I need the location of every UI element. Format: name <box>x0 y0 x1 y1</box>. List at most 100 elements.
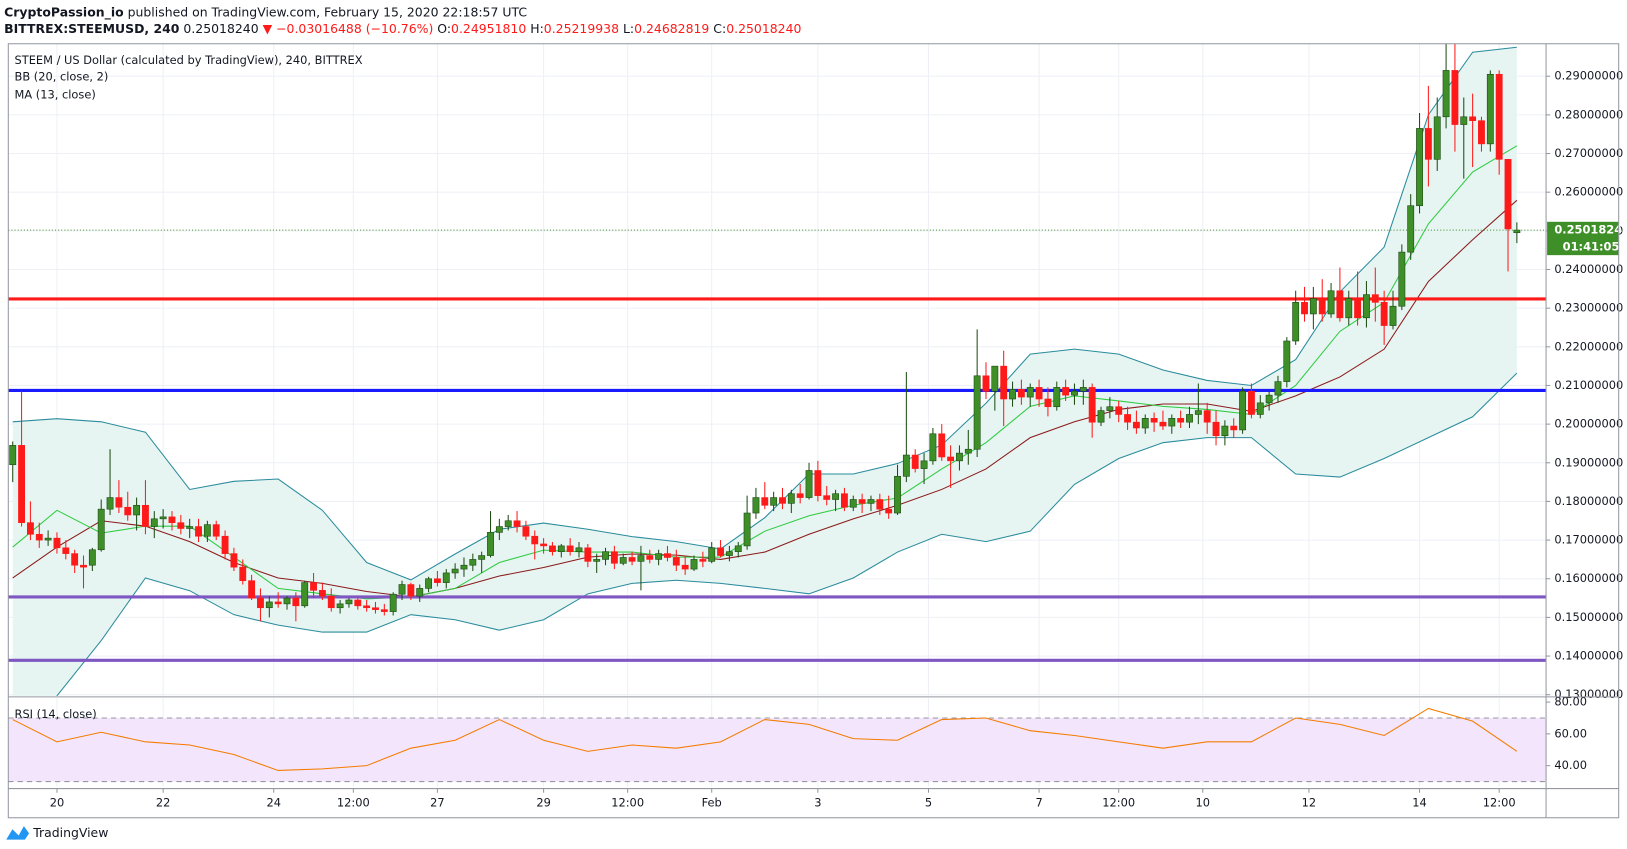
candle-body <box>566 545 574 552</box>
logo-icon <box>6 826 30 840</box>
candle-body <box>318 590 326 597</box>
candle-body <box>1177 418 1185 423</box>
rsi-line <box>12 707 1518 771</box>
candle-body <box>734 545 742 552</box>
candle-body <box>1150 418 1158 423</box>
x-tick-label: Feb <box>702 796 722 810</box>
candle-body <box>947 456 955 462</box>
change: ▼ −0.03016488 (−10.76%) <box>263 21 434 36</box>
y-tick-label: 0.28000000 <box>1554 107 1623 121</box>
chart-title: STEEM / US Dollar (calculated by Trading… <box>15 53 363 67</box>
candle-body <box>1186 414 1193 423</box>
candle-body <box>1460 116 1468 125</box>
candle-body <box>1194 410 1202 415</box>
candle-body <box>610 551 618 564</box>
author[interactable]: CryptoPassion_io <box>4 4 124 20</box>
candle-body <box>44 537 52 541</box>
x-tick-label: 24 <box>266 796 281 810</box>
candle-body <box>1115 406 1123 415</box>
candle-body <box>540 543 548 547</box>
candle-body <box>1451 70 1459 125</box>
candle-body <box>115 497 123 508</box>
candle-body <box>1009 389 1016 400</box>
candle-body <box>1044 398 1052 408</box>
candle-body <box>964 448 972 454</box>
y-tick-label: 0.17000000 <box>1554 533 1623 547</box>
candle-body <box>71 553 79 566</box>
y-tick-label: 0.18000000 <box>1554 494 1623 508</box>
candle-body <box>814 470 822 496</box>
logo[interactable]: TradingView <box>6 825 108 840</box>
candle-body <box>1079 387 1087 392</box>
candle-body <box>1000 365 1008 400</box>
y-tick-label: 0.14000000 <box>1554 649 1623 663</box>
candle-body <box>1106 406 1114 411</box>
candle-body <box>894 475 901 514</box>
o-value: 0.24951810 <box>451 21 526 36</box>
candle-body <box>372 607 379 610</box>
x-tick-label: 29 <box>536 796 551 810</box>
candle-body <box>265 601 273 609</box>
last: 0.25018240 <box>183 21 258 36</box>
rsi-y-tick-label: 60.00 <box>1554 726 1587 740</box>
candle-body <box>159 516 167 520</box>
l-value: 0.24682819 <box>634 21 709 36</box>
candle-body <box>557 545 565 552</box>
countdown: 01:41:05 <box>1563 239 1620 253</box>
x-tick-label: 27 <box>430 796 445 810</box>
header-line-1: CryptoPassion_io published on TradingVie… <box>4 4 527 20</box>
y-tick-label: 0.23000000 <box>1554 301 1623 315</box>
candle-body <box>805 470 813 498</box>
published: published on TradingView.com, February 1… <box>128 4 528 19</box>
candle-body <box>469 559 477 566</box>
header-line-2: BITTREX:STEEMUSD, 240 0.25018240 ▼ −0.03… <box>4 21 801 36</box>
candle-body <box>18 445 25 524</box>
candle-body <box>708 547 716 562</box>
candle-body <box>956 452 963 462</box>
candle-body <box>929 433 937 462</box>
y-tick-label: 0.15000000 <box>1554 610 1623 624</box>
candle-body <box>973 375 981 450</box>
bb-fill <box>12 47 1517 696</box>
candle-body <box>239 566 247 581</box>
o-label: O: <box>437 21 451 36</box>
candle-body <box>398 584 406 595</box>
candle-body <box>761 497 769 506</box>
candle-body <box>504 520 512 527</box>
x-tick-label: 7 <box>1035 796 1042 810</box>
candle-body <box>1318 298 1326 315</box>
candle-body <box>407 584 415 597</box>
candle-body <box>203 524 211 537</box>
candle-body <box>53 537 61 549</box>
legend-ma: MA (13, close) <box>15 87 96 101</box>
candle-body <box>1433 116 1441 160</box>
candle-body <box>655 553 663 560</box>
candle-body <box>451 568 459 574</box>
candle-body <box>743 512 751 547</box>
candle-body <box>672 557 680 566</box>
candle-body <box>752 497 760 514</box>
rsi-y-tick-label: 80.00 <box>1554 695 1587 709</box>
candle-body <box>1203 410 1211 423</box>
y-tick-label: 0.19000000 <box>1554 455 1623 469</box>
candle-body <box>327 595 335 609</box>
x-tick-label: 14 <box>1412 796 1427 810</box>
candle-body <box>354 599 362 607</box>
candle-body <box>1132 421 1140 429</box>
candle-body <box>150 518 158 527</box>
y-tick-label: 0.24000000 <box>1554 262 1623 276</box>
candle-body <box>823 495 831 500</box>
candle-body <box>88 549 96 566</box>
candle-body <box>1336 290 1344 319</box>
candle-body <box>1513 229 1521 234</box>
candle-body <box>1478 120 1485 145</box>
candle-body <box>1026 387 1034 398</box>
candle-body <box>495 526 503 533</box>
candle-body <box>522 526 530 537</box>
candle-body <box>274 601 282 605</box>
rsi-pane <box>8 697 1547 787</box>
candle-body <box>1212 421 1220 437</box>
candle-body <box>389 593 397 612</box>
candle-body <box>858 499 866 504</box>
